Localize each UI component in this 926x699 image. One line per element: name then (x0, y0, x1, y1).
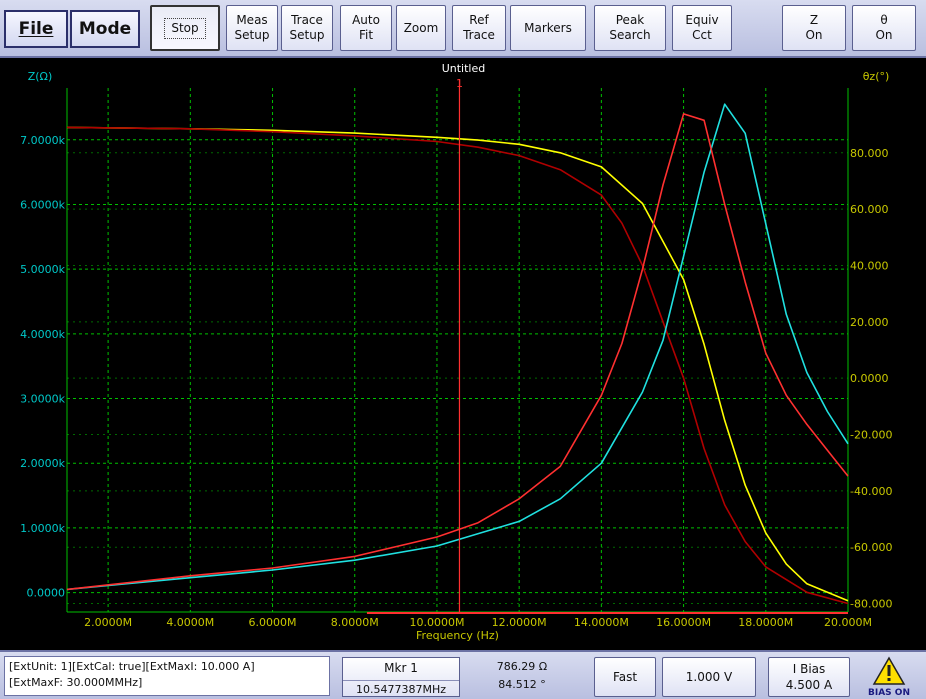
file-menu[interactable]: File (4, 10, 68, 48)
impedance-chart[interactable]: 1 2.0000M 4.0000M 6.0000M 8.0000M 10.0000M 12… (0, 60, 926, 650)
speed-button[interactable]: Fast (594, 657, 656, 697)
meas-setup-label-1: Meas (236, 13, 268, 27)
y2-tick-label: -80.000 (850, 598, 892, 611)
markers-label: Markers (524, 20, 572, 35)
theta-on-label-2: On (875, 28, 893, 42)
marker-readout: 786.29 Ω 84.512 ° (472, 658, 572, 696)
x-tick-label: 14.0000M (574, 616, 629, 629)
y-tick-label: 4.0000k (20, 328, 65, 341)
marker-phase-value: 84.512 ° (498, 678, 546, 691)
i-bias-button[interactable]: I Bias 4.500 A (768, 657, 850, 697)
zoom-label: Zoom (403, 20, 439, 35)
marker-1-label: Mkr 1 (384, 661, 418, 675)
phase-reference-trace (66, 126, 849, 602)
ext-info-line-1: [ExtUnit: 1][ExtCal: true][ExtMaxI: 10.0… (9, 660, 255, 673)
exclamation-bar (887, 665, 891, 676)
speed-label: Fast (612, 670, 638, 684)
plot-area[interactable]: 1 2.0000M 4.0000M 6.0000M 8.0000M 10.0000M 12… (0, 60, 926, 650)
peak-search-label-2: Search (609, 28, 651, 42)
marker-1-button[interactable]: Mkr 1 10.5477387MHz (342, 657, 460, 697)
meas-setup-button[interactable]: Meas Setup (226, 5, 278, 51)
y-tick-label: 3.0000k (20, 393, 65, 406)
ref-trace-label-2: Trace (463, 28, 495, 42)
y-tick-label: 6.0000k (20, 198, 65, 211)
y2-axis-title: θz(°) (863, 70, 890, 83)
external-unit-info: [ExtUnit: 1][ExtCal: true][ExtMaxI: 10.0… (4, 656, 330, 696)
i-bias-label-1: I Bias (792, 662, 826, 676)
y-axis-title: Z(Ω) (28, 70, 53, 83)
trace-setup-button[interactable]: Trace Setup (281, 5, 333, 51)
y-tick-label: 0.0000 (27, 587, 66, 600)
equiv-cct-label-2: Cct (692, 28, 712, 42)
stop-label: Stop (164, 17, 206, 39)
y2-tick-label: 40.000 (850, 259, 889, 272)
y-tick-label: 5.0000k (20, 263, 65, 276)
impedance-reference-trace (66, 103, 849, 591)
marker-layer: 1 (366, 77, 848, 614)
y-tick-label: 2.0000k (20, 457, 65, 470)
auto-fit-label-2: Fit (358, 28, 374, 42)
y-tick-label: 1.0000k (20, 522, 65, 535)
status-bar: [ExtUnit: 1][ExtCal: true][ExtMaxI: 10.0… (0, 650, 926, 699)
x-tick-label: 8.0000M (331, 616, 379, 629)
peak-search-label-1: Peak (615, 13, 645, 27)
y-tick-label: 7.0000k (20, 134, 65, 147)
marker-1-flag: 1 (456, 77, 463, 90)
toolbar: File Mode Stop Meas Setup Trace Setup Au… (0, 0, 926, 58)
markers-button[interactable]: Markers (510, 5, 586, 51)
zoom-button[interactable]: Zoom (396, 5, 446, 51)
impedance-trace (66, 113, 849, 591)
stop-button[interactable]: Stop (150, 5, 220, 51)
x-tick-label: 4.0000M (166, 616, 214, 629)
y2-tick-label: 20.000 (850, 316, 889, 329)
x-tick-label: 12.0000M (492, 616, 547, 629)
x-tick-label: 20.000M (824, 616, 872, 629)
equiv-cct-button[interactable]: Equiv Cct (672, 5, 732, 51)
mode-menu-label: Mode (78, 19, 132, 39)
x-tick-label: 2.0000M (84, 616, 132, 629)
auto-fit-button[interactable]: Auto Fit (340, 5, 392, 51)
z-on-label-1: Z (809, 13, 819, 27)
x-tick-label: 10.0000M (409, 616, 464, 629)
marker-impedance-value: 786.29 Ω (496, 660, 548, 673)
y2-tick-label: -20.000 (850, 429, 892, 442)
y2-tick-label: 0.0000 (850, 372, 889, 385)
ref-trace-button[interactable]: Ref Trace (452, 5, 506, 51)
y2-tick-label: -60.000 (850, 541, 892, 554)
voltage-label: 1.000 V (685, 670, 733, 684)
y2-tick-label: 80.000 (850, 147, 889, 160)
exclamation-dot (887, 678, 891, 681)
peak-search-button[interactable]: Peak Search (594, 5, 666, 51)
i-bias-label-2: 4.500 A (785, 678, 833, 692)
theta-on-button[interactable]: θ On (852, 5, 916, 51)
marker-1-frequency: 10.5477387MHz (343, 680, 459, 696)
z-on-button[interactable]: Z On (782, 5, 846, 51)
equiv-cct-label-1: Equiv (685, 13, 719, 27)
y2-tick-label: -40.000 (850, 485, 892, 498)
voltage-button[interactable]: 1.000 V (662, 657, 756, 697)
chart-title: Untitled (442, 62, 486, 75)
traces-layer (66, 103, 849, 605)
meas-setup-label-2: Setup (234, 28, 270, 42)
x-tick-label: 16.0000M (656, 616, 711, 629)
file-menu-label: File (18, 19, 54, 39)
x-tick-label: 6.0000M (249, 616, 297, 629)
mode-menu[interactable]: Mode (70, 10, 140, 48)
phase-trace (66, 126, 849, 605)
ext-info-line-2: [ExtMaxF: 30.000MMHz] (9, 676, 143, 689)
trace-setup-label-2: Setup (289, 28, 325, 42)
labels-layer: 2.0000M 4.0000M 6.0000M 8.0000M 10.0000M 12.0… (20, 62, 892, 642)
bias-on-warning-icon[interactable]: BIAS ON (858, 656, 920, 698)
x-tick-label: 18.0000M (738, 616, 793, 629)
z-on-label-2: On (805, 28, 823, 42)
ref-trace-label-1: Ref (469, 13, 489, 27)
trace-setup-label-1: Trace (291, 13, 323, 27)
x-axis-title: Frequency (Hz) (416, 629, 499, 642)
theta-on-label-1: θ (880, 13, 888, 27)
grid-layer (66, 88, 849, 613)
bias-on-label: BIAS ON (868, 688, 910, 698)
auto-fit-label-1: Auto (352, 13, 380, 27)
y2-tick-label: 60.000 (850, 203, 889, 216)
